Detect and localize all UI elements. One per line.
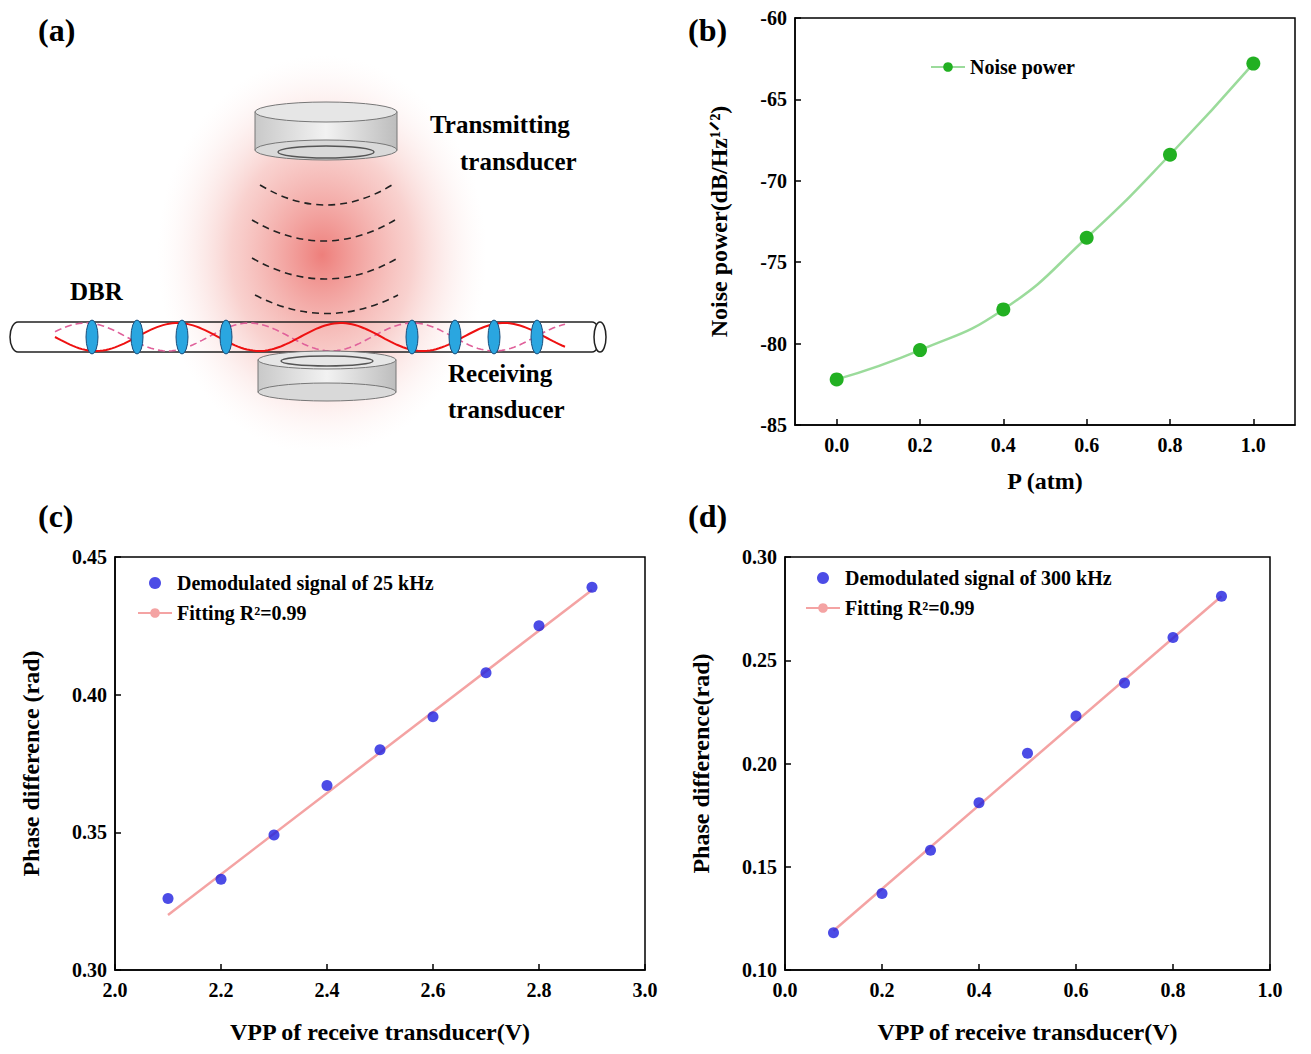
svg-text:transducer: transducer — [448, 396, 565, 423]
svg-text:0.6: 0.6 — [1074, 434, 1099, 456]
svg-text:0.0: 0.0 — [773, 979, 798, 1001]
svg-text:0.30: 0.30 — [72, 959, 107, 981]
svg-text:0.4: 0.4 — [967, 979, 992, 1001]
svg-text:0.35: 0.35 — [72, 821, 107, 843]
svg-text:(d): (d) — [688, 498, 727, 534]
svg-text:0.15: 0.15 — [742, 856, 777, 878]
svg-text:2.6: 2.6 — [421, 979, 446, 1001]
svg-text:-80: -80 — [760, 333, 787, 355]
svg-text:0.25: 0.25 — [742, 649, 777, 671]
svg-text:VPP of receive transducer(V): VPP of receive transducer(V) — [877, 1019, 1177, 1045]
svg-text:Transmitting: Transmitting — [430, 111, 570, 138]
svg-text:0.8: 0.8 — [1161, 979, 1186, 1001]
svg-text:-60: -60 — [760, 7, 787, 29]
svg-text:1.0: 1.0 — [1258, 979, 1283, 1001]
svg-text:0.30: 0.30 — [742, 546, 777, 568]
svg-text:1.0: 1.0 — [1241, 434, 1266, 456]
svg-text:0.0: 0.0 — [824, 434, 849, 456]
svg-text:P (atm): P (atm) — [1007, 468, 1082, 494]
svg-text:2.0: 2.0 — [103, 979, 128, 1001]
svg-text:Fitting R²=0.99: Fitting R²=0.99 — [845, 597, 975, 620]
svg-text:Phase difference (rad): Phase difference (rad) — [18, 650, 44, 876]
svg-text:-65: -65 — [760, 88, 787, 110]
svg-text:Demodulated signal of 300 kHz: Demodulated signal of 300 kHz — [845, 567, 1112, 590]
svg-text:(a): (a) — [38, 12, 75, 48]
svg-text:0.2: 0.2 — [870, 979, 895, 1001]
svg-text:-70: -70 — [760, 170, 787, 192]
svg-text:DBR: DBR — [70, 278, 124, 305]
svg-text:0.45: 0.45 — [72, 546, 107, 568]
svg-text:-85: -85 — [760, 414, 787, 436]
svg-text:Phase difference(rad): Phase difference(rad) — [688, 653, 714, 873]
svg-text:0.2: 0.2 — [908, 434, 933, 456]
svg-text:0.8: 0.8 — [1158, 434, 1183, 456]
svg-text:Receiving: Receiving — [448, 360, 553, 387]
svg-text:0.20: 0.20 — [742, 753, 777, 775]
svg-text:2.8: 2.8 — [527, 979, 552, 1001]
svg-text:VPP of receive transducer(V): VPP of receive transducer(V) — [230, 1019, 530, 1045]
svg-text:2.4: 2.4 — [315, 979, 340, 1001]
svg-text:Noise power(dB/Hz¹ᐟ²): Noise power(dB/Hz¹ᐟ²) — [706, 106, 732, 338]
svg-text:0.40: 0.40 — [72, 684, 107, 706]
svg-text:0.4: 0.4 — [991, 434, 1016, 456]
svg-text:(b): (b) — [688, 12, 727, 48]
svg-text:transducer: transducer — [460, 148, 577, 175]
svg-text:2.2: 2.2 — [209, 979, 234, 1001]
svg-text:Demodulated signal of 25 kHz: Demodulated signal of 25 kHz — [177, 572, 434, 595]
svg-text:Noise power: Noise power — [970, 56, 1075, 79]
svg-text:0.10: 0.10 — [742, 959, 777, 981]
svg-text:Fitting R²=0.99: Fitting R²=0.99 — [177, 602, 307, 625]
svg-text:-75: -75 — [760, 251, 787, 273]
svg-text:3.0: 3.0 — [633, 979, 658, 1001]
svg-text:(c): (c) — [38, 498, 74, 534]
svg-text:0.6: 0.6 — [1064, 979, 1089, 1001]
